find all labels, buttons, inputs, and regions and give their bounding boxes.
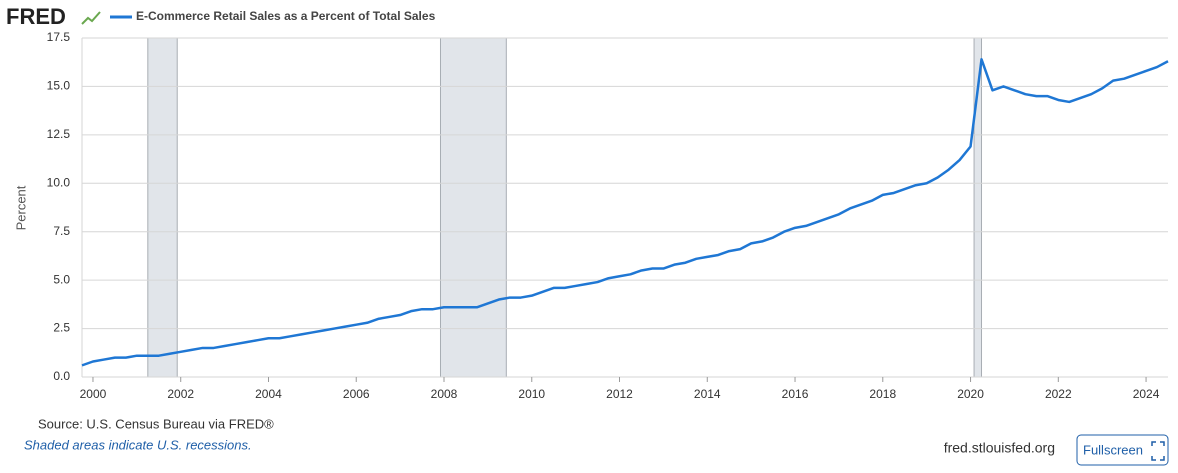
x-tick-label: 2020	[957, 387, 984, 401]
x-tick-label: 2010	[518, 387, 545, 401]
legend-label: E-Commerce Retail Sales as a Percent of …	[136, 9, 436, 23]
y-tick-label: 2.5	[53, 321, 70, 335]
button-icon[interactable]	[1151, 441, 1165, 461]
series-line	[81, 58, 1169, 367]
y-tick-label: 7.5	[53, 224, 70, 238]
x-tick-label: 2012	[606, 387, 633, 401]
x-tick-label: 2004	[255, 387, 282, 401]
source: Source: U.S. Census Bureau via FRED®	[38, 416, 274, 431]
button-label[interactable]: Fullscreen	[1083, 442, 1143, 457]
x-tick-label: 2006	[343, 387, 370, 401]
y-tick-label: 10.0	[47, 175, 71, 189]
x-tick-label: 2024	[1133, 387, 1160, 401]
x-tick-label: 2018	[869, 387, 896, 401]
y-tick-label: 0.0	[53, 369, 70, 383]
y-axis-label: Percent	[13, 185, 28, 230]
y-tick-label: 12.5	[47, 127, 71, 141]
y-tick-label: 5.0	[53, 272, 70, 286]
x-tick-label: 2000	[80, 387, 107, 401]
fullscreen-button[interactable]: Fullscreen	[1076, 434, 1169, 466]
button-frame[interactable]	[1076, 434, 1169, 466]
recession-band	[439, 37, 507, 378]
note: Shaded areas indicate U.S. recessions.	[24, 437, 252, 452]
logo-icon	[81, 11, 101, 25]
site: fred.stlouisfed.org	[944, 440, 1055, 456]
logo: FRED	[6, 4, 66, 29]
x-tick-label: 2002	[167, 387, 194, 401]
recession-band	[147, 37, 178, 378]
x-tick-label: 2008	[431, 387, 458, 401]
y-tick-label: 17.5	[47, 30, 71, 44]
x-tick-label: 2014	[694, 387, 721, 401]
y-tick-label: 15.0	[47, 79, 71, 93]
x-tick-label: 2016	[782, 387, 809, 401]
x-tick-label: 2022	[1045, 387, 1072, 401]
